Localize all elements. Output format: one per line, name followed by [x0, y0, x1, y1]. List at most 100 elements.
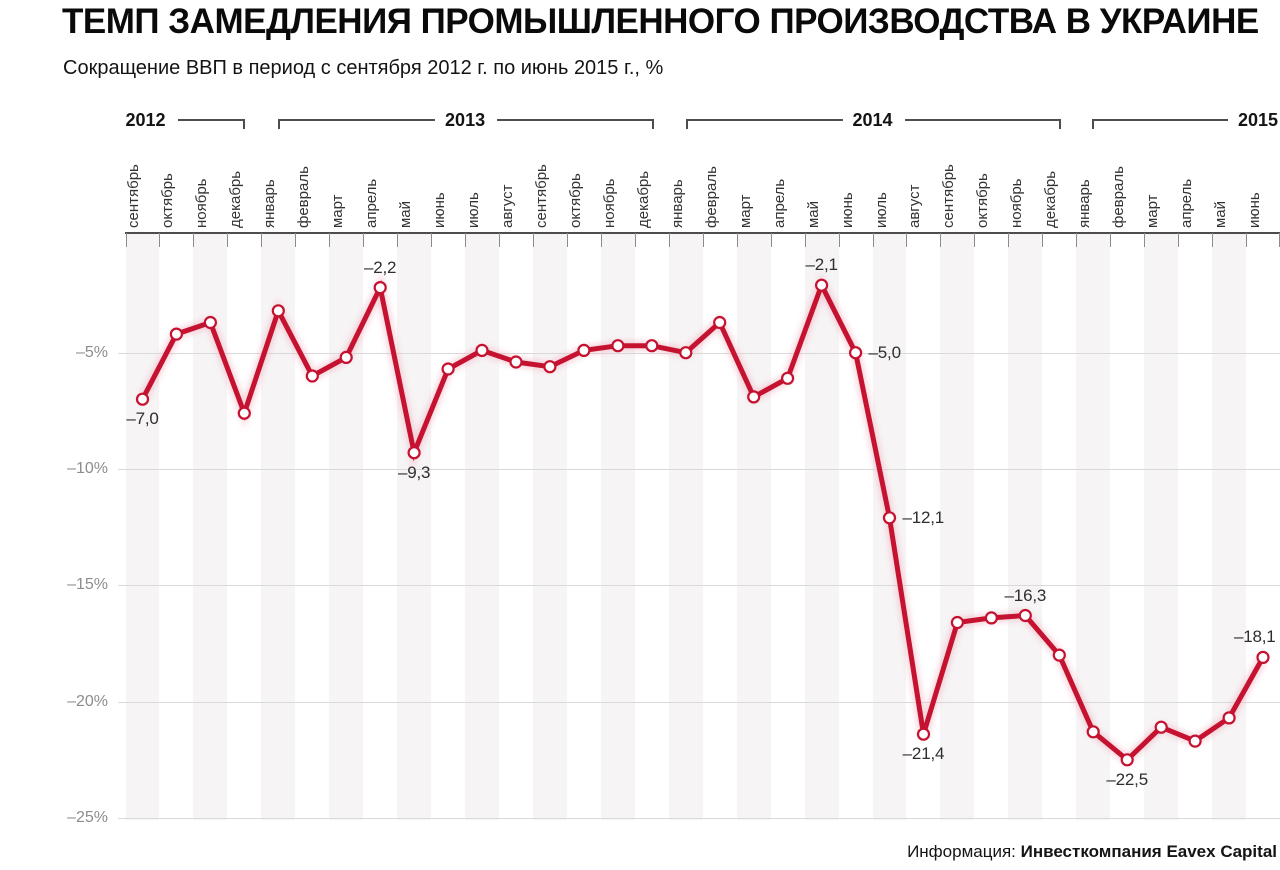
- month-label: август: [906, 184, 924, 228]
- chart-subtitle: Сокращение ВВП в период с сентября 2012 …: [63, 57, 664, 79]
- source-credit: Информация: Инвесткомпания Eavex Capital: [907, 842, 1277, 862]
- column-stripe: [329, 234, 364, 820]
- year-bracket-line: [904, 119, 1062, 129]
- y-axis-label: –5%: [75, 343, 108, 361]
- x-axis-tick: [600, 233, 602, 247]
- month-label: декабрь: [634, 170, 652, 228]
- data-point: [373, 281, 387, 295]
- x-axis-tick: [159, 233, 161, 247]
- x-axis-tick: [940, 233, 942, 247]
- data-point: [1256, 650, 1270, 665]
- month-label: май: [1212, 200, 1230, 228]
- month-label: сентябрь: [532, 164, 550, 228]
- x-axis-tick: [736, 233, 738, 247]
- data-point: [1120, 753, 1134, 767]
- x-axis-tick: [838, 233, 840, 247]
- month-label: ноябрь: [600, 178, 618, 229]
- month-label: октябрь: [159, 173, 177, 228]
- x-axis-tick: [770, 233, 772, 247]
- y-axis-label: –20%: [67, 692, 108, 710]
- gridline: [118, 585, 1280, 587]
- x-axis-tick: [634, 233, 636, 247]
- x-axis-tick: [397, 233, 399, 247]
- data-point-label: –22,5: [1106, 769, 1148, 789]
- month-label: октябрь: [566, 173, 584, 228]
- column-stripe: [872, 234, 907, 820]
- x-axis-tick: [1144, 233, 1146, 247]
- year-bracket-line: [278, 119, 436, 129]
- month-label: июль: [872, 192, 890, 228]
- data-point-label: –2,2: [364, 257, 397, 277]
- chart-title: ТЕМП ЗАМЕДЛЕНИЯ ПРОМЫШЛЕННОГО ПРОИЗВОДСТ…: [62, 2, 1259, 41]
- month-label: июнь: [838, 192, 856, 228]
- month-label: сентябрь: [940, 164, 958, 228]
- column-stripe: [125, 234, 160, 820]
- y-axis-label: –25%: [67, 808, 108, 826]
- data-point: [984, 611, 999, 625]
- data-point: [645, 339, 659, 353]
- month-label: май: [397, 200, 415, 228]
- x-axis-tick: [1212, 233, 1214, 247]
- x-axis-tick: [1008, 233, 1010, 247]
- month-label: май: [804, 200, 822, 228]
- year-bracket-line: [1092, 119, 1228, 129]
- column-stripe: [397, 234, 432, 820]
- column-stripe: [668, 234, 703, 820]
- data-point-label: –12,1: [902, 507, 945, 527]
- month-label: июнь: [1246, 192, 1264, 228]
- month-label: февраль: [295, 166, 313, 228]
- month-label: апрель: [363, 178, 381, 228]
- source-label: Информация:: [907, 842, 1016, 861]
- x-axis-tick: [499, 233, 500, 247]
- year-bracket-line: [497, 119, 654, 129]
- column-stripe: [1212, 234, 1247, 820]
- x-axis-tick: [1246, 233, 1248, 247]
- data-point: [509, 355, 523, 369]
- year-bracket-line: [177, 119, 246, 129]
- data-point-label: –16,3: [1004, 585, 1047, 605]
- x-axis-tick: [668, 233, 670, 247]
- x-axis-tick: [227, 233, 229, 247]
- data-point: [169, 327, 183, 341]
- column-stripe: [1008, 234, 1043, 820]
- data-point-label: –21,4: [902, 744, 945, 764]
- data-point: [237, 406, 251, 420]
- data-point: [577, 343, 591, 357]
- y-axis-label: –10%: [67, 460, 108, 477]
- month-label: ноябрь: [193, 178, 211, 229]
- column-stripe: [193, 234, 228, 820]
- column-stripe: [1144, 234, 1179, 820]
- column-stripe: [736, 234, 771, 820]
- x-axis-tick: [1042, 233, 1044, 247]
- month-label: март: [329, 194, 347, 228]
- gridline: [118, 817, 1280, 819]
- x-axis-tick: [1110, 233, 1112, 247]
- month-label: июль: [465, 192, 483, 228]
- column-stripe: [600, 234, 635, 820]
- data-point: [1052, 648, 1066, 662]
- data-point: [1188, 734, 1202, 748]
- month-label: январь: [261, 179, 279, 228]
- month-label: сентябрь: [125, 164, 143, 228]
- x-axis-tick: [329, 233, 331, 247]
- x-axis-tick: [261, 233, 263, 247]
- data-point-label: –18,1: [1234, 627, 1276, 647]
- year-label: 2014: [852, 110, 893, 130]
- month-label: январь: [1076, 179, 1094, 228]
- x-axis-tick: [532, 233, 534, 247]
- data-point-label: –9,3: [397, 462, 431, 482]
- year-label: 2012: [125, 110, 166, 130]
- x-axis-tick: [363, 233, 365, 247]
- data-point: [916, 727, 931, 741]
- month-label: апрель: [1178, 178, 1196, 228]
- x-axis-tick: [431, 233, 433, 247]
- source-company: Инвесткомпания Eavex Capital: [1020, 842, 1277, 861]
- x-axis-line: [125, 232, 1280, 234]
- x-axis-tick: [295, 233, 297, 247]
- data-point-label: –2,1: [805, 255, 838, 275]
- data-point: [441, 362, 455, 376]
- column-stripe: [804, 234, 839, 820]
- x-axis-tick: [702, 233, 704, 247]
- data-point-label: –7,0: [126, 409, 159, 429]
